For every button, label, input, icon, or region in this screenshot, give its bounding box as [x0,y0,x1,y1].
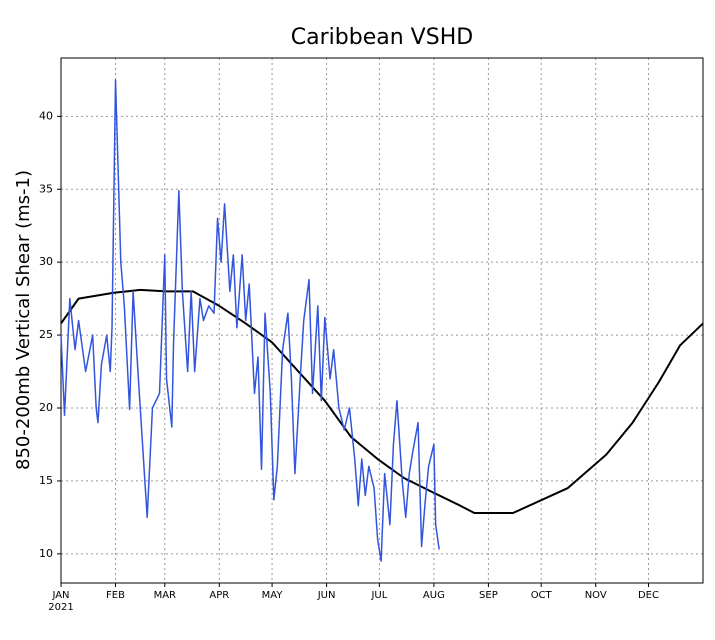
x-tick-label: AUG [423,590,445,601]
series-line [60,79,440,562]
x-tick-label: SEP [479,590,498,601]
x-tick-label: DEC [638,590,659,601]
y-axis-label: 850-200mb Vertical Shear (ms-1) [13,170,34,470]
x-tick-label: FEB [106,590,125,601]
y-tick-label: 10 [39,547,53,560]
x-tick-label: JUL [370,590,387,601]
x-tick-label: MAY [262,590,284,601]
y-tick-label: 35 [39,182,53,195]
y-tick-label: 25 [39,328,53,341]
series-line [60,288,704,514]
x-tick-label: MAR [154,590,176,601]
y-tick-label: 20 [39,401,53,414]
x-tick-label: NOV [585,590,607,601]
chart-title: Caribbean VSHD [291,25,473,50]
y-tick-label: 15 [39,474,53,487]
y-tick-label: 40 [39,109,53,122]
x-tick-label: JUN [317,590,336,601]
x-tick-label: OCT [531,590,553,601]
x-tick-label: APR [209,590,229,601]
plot-frame [60,57,704,584]
x-tick-label: JAN [51,590,69,601]
y-tick-label: 30 [39,255,53,268]
year-label: 2021 [48,602,73,613]
